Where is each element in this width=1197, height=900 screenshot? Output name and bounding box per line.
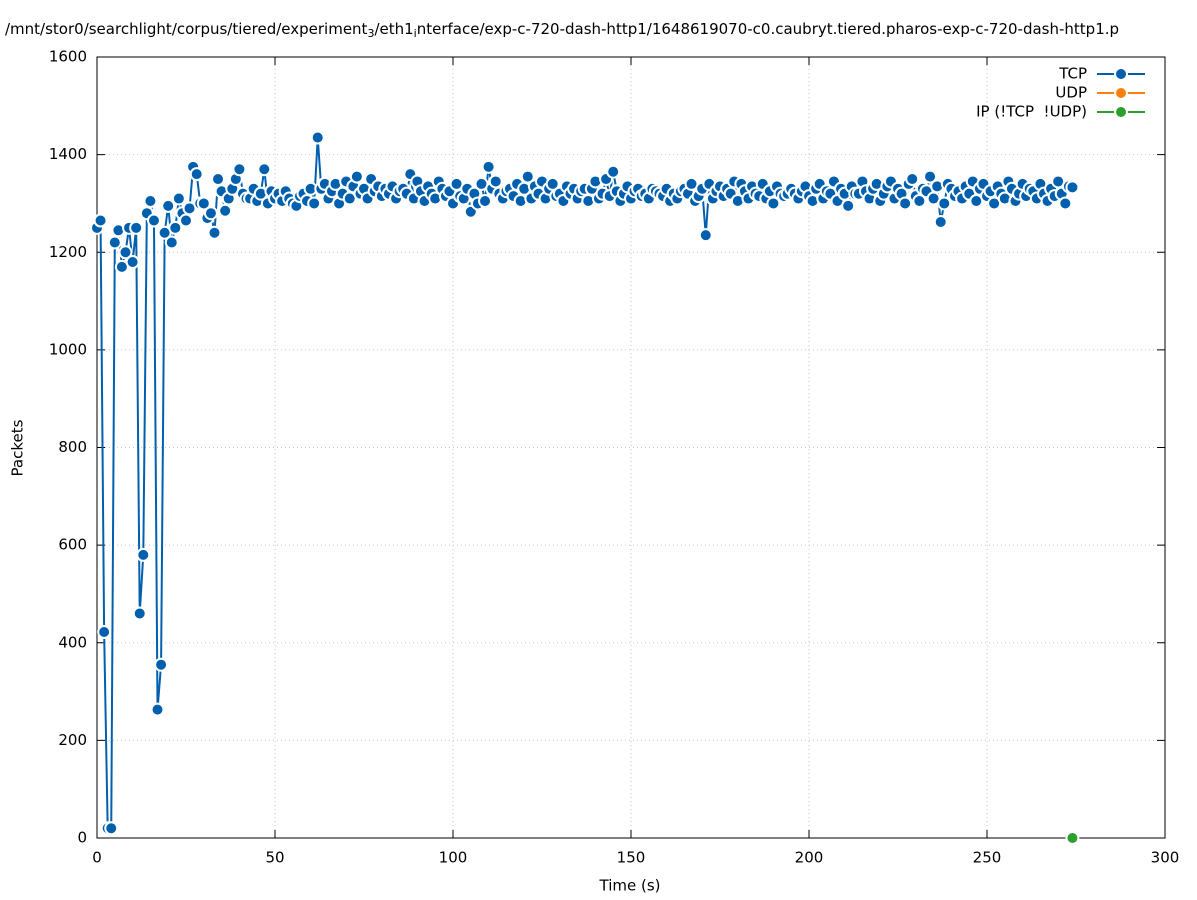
plot-frame [96,56,1166,839]
legend-label: IP (!TCP !UDP) [976,103,1087,121]
data-point [912,193,927,208]
data-point [168,220,183,235]
data-point [232,162,247,177]
data-point [118,245,133,260]
x-tick-label: 300 [1151,849,1180,867]
data-point [129,220,144,235]
y-tick-label: 0 [77,829,87,847]
data-point [520,169,535,184]
y-tick-label: 1600 [49,48,87,66]
chart-title: /mnt/stor0/searchlight/corpus/tiered/exp… [5,20,1119,41]
legend-marker [1114,105,1128,119]
data-point [481,159,496,174]
data-point [898,196,913,211]
y-tick-label: 800 [58,438,87,456]
data-point [132,606,147,621]
data-point [189,167,204,182]
legend-label: UDP [1055,84,1087,102]
y-axis-label: Packets [9,419,27,476]
title-part: i [414,27,417,40]
title-part: /eth1 [374,20,413,38]
x-tick-label: 100 [439,849,468,867]
y-tick-label: 1400 [49,145,87,163]
data-point [164,235,179,250]
title-part: /mnt/stor0/searchlight/corpus/tiered/exp… [5,20,368,38]
data-point [923,169,938,184]
data-point [349,169,364,184]
data-point [196,196,211,211]
data-point [146,213,161,228]
data-point [1065,831,1080,845]
y-tick-label: 1000 [49,340,87,358]
data-point [841,198,856,213]
legend-marker [1114,67,1128,81]
data-point [211,172,226,187]
data-point [606,164,621,179]
x-tick-label: 50 [265,849,284,867]
data-point [310,130,325,145]
data-point [1058,196,1073,211]
data-point [136,547,151,562]
data-point [161,198,176,213]
data-point [107,235,122,250]
legend-marker [1114,86,1128,100]
data-point [933,214,948,229]
data-point [218,203,233,218]
data-point [257,162,272,177]
y-tick-label: 400 [58,633,87,651]
x-axis-label: Time (s) [599,877,661,895]
data-point [207,225,222,240]
title-part: nterface/exp-c-720-dash-http1/1648619070… [417,20,1119,38]
title-part: 3 [367,27,374,40]
data-point [93,213,108,228]
data-point [154,657,169,672]
data-point [179,213,193,228]
data-point [1065,180,1080,195]
y-tick-label: 200 [58,731,87,749]
y-tick-label: 1200 [49,243,87,261]
x-tick-label: 250 [973,849,1002,867]
data-point [698,228,713,243]
data-point [143,193,158,208]
data-point [307,196,322,211]
x-tick-label: 150 [617,849,646,867]
data-point [104,821,119,836]
data-point [766,196,781,211]
y-tick-label: 600 [58,536,87,554]
data-point [203,206,218,221]
data-point [545,176,560,191]
data-point [937,196,952,211]
x-tick-label: 200 [795,849,824,867]
data-point [488,174,503,189]
x-tick-label: 0 [92,849,102,867]
data-point [97,625,112,640]
data-point [478,193,493,208]
data-point [125,255,140,270]
data-point [150,702,165,717]
data-point [171,191,186,206]
data-point [905,172,920,187]
legend-label: TCP [1058,65,1087,83]
